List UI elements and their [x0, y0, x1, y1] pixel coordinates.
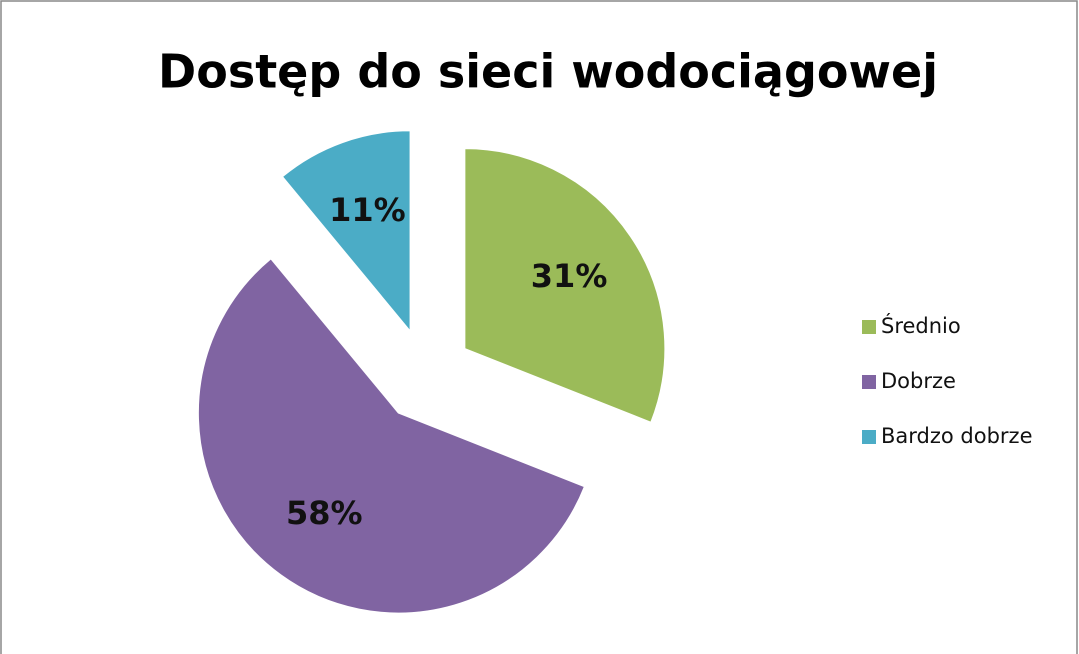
data-label: 58%	[286, 494, 363, 532]
legend-label: Dobrze	[881, 369, 956, 393]
legend-swatch	[862, 320, 876, 334]
legend-swatch	[862, 430, 876, 444]
legend-swatch	[862, 375, 876, 389]
chart-title: Dostęp do sieci wodociągowej	[158, 45, 938, 99]
legend-label: Średnio	[881, 313, 961, 338]
pie-slice	[464, 148, 666, 423]
legend-label: Bardzo dobrze	[881, 424, 1033, 448]
pie-slice	[281, 130, 411, 333]
data-label: 11%	[329, 191, 406, 229]
data-label: 31%	[531, 257, 608, 295]
pie-slice	[197, 258, 585, 614]
